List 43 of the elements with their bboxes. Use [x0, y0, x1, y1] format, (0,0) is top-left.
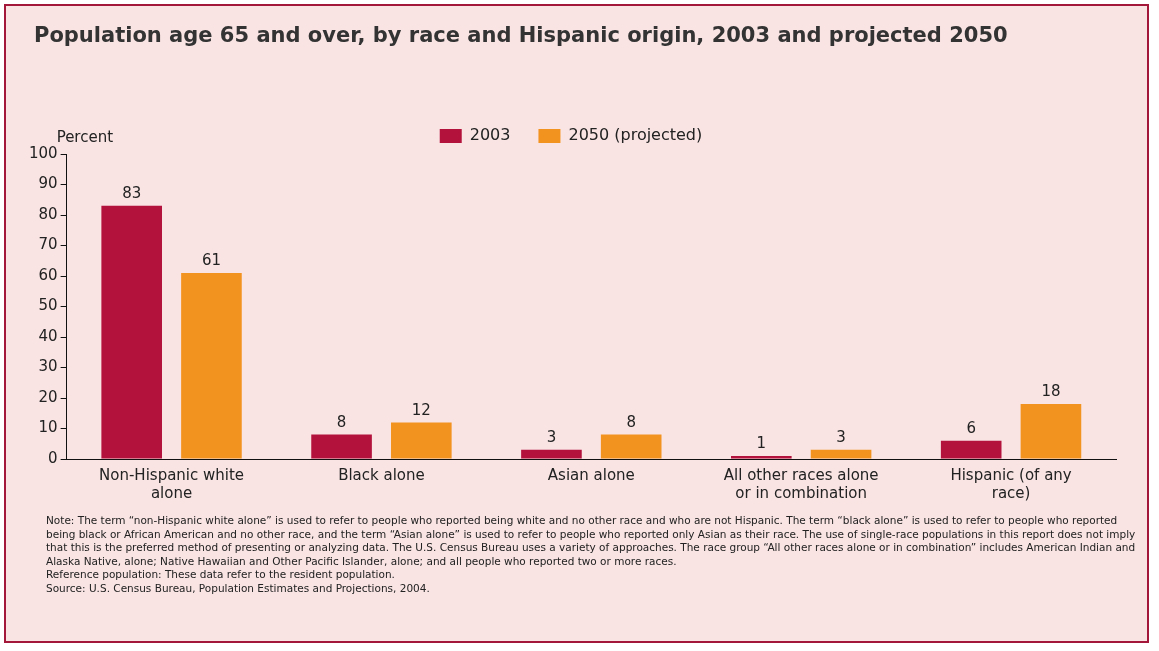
bar [311, 434, 372, 459]
y-tick-label: 100 [28, 143, 58, 162]
x-tick-label: Hispanic (of any race) [950, 465, 1072, 502]
bar [391, 422, 452, 459]
bar [181, 272, 242, 459]
bar [940, 440, 1002, 459]
data-label: 8 [626, 412, 636, 431]
source-note: Source: U.S. Census Bureau, Population Estimates and Projections, 2004. [46, 581, 431, 595]
y-axis-title: Percent [56, 128, 114, 147]
y-tick-label: 80 [38, 204, 58, 223]
bar [101, 205, 162, 459]
y-tick-label: 60 [38, 265, 58, 284]
legend-label: 2050 (projected) [568, 125, 703, 145]
text: Note: The term “non-Hispanic white alone” is used to refer to people who reported being white and no other race and who are not Hispanic. The term “black alone” is used to refer to people who reported being black or African American and no other race, and the term “Asian alone” is used to refer to people who reported only Asian as their race. The use of single-race populations in this report does not imply that this is the preferred method of presenting or analyzing data. The U.S. Census Bureau uses a variety of approaches. The race group “All other races alone or in combination” includes American Indian and Alaska Native, alone; Native Hawaiian and Other Pacific Islander, alone; and all people who reported two or more races. [46, 514, 1136, 568]
chart-title: Population age 65 and over, by race and Hispanic origin, 2003 and projected 2050 [34, 22, 1009, 48]
data-label: 3 [546, 428, 557, 447]
data-label: 61 [201, 251, 221, 270]
y-tick-label: 30 [38, 357, 58, 376]
y-tick-label: 10 [38, 418, 58, 437]
legend-label: 2003 [469, 125, 511, 145]
y-tick-label: 0 [48, 448, 58, 467]
text: Reference population: These data refer to the resident population. [46, 568, 396, 582]
data-label: 18 [1041, 382, 1061, 401]
x-tick-label: All other races alone or in combination [723, 465, 879, 502]
data-label: 8 [336, 412, 347, 431]
data-label: 1 [756, 434, 767, 453]
y-tick-label: 20 [38, 387, 58, 406]
data-label: 12 [411, 400, 431, 419]
data-label: 6 [966, 419, 976, 438]
y-tick-label: 70 [38, 235, 58, 254]
bar [810, 449, 872, 459]
y-tick-label: 90 [38, 174, 58, 193]
bar [731, 455, 792, 459]
bar [1020, 404, 1082, 459]
data-label: 3 [836, 428, 846, 447]
x-tick-label: Non-Hispanic white alone [99, 465, 245, 502]
y-tick-label: 40 [38, 326, 58, 345]
bar [600, 434, 662, 459]
x-tick-label: Asian alone [547, 465, 635, 484]
data-label: 83 [122, 184, 142, 203]
y-tick-label: 50 [38, 296, 58, 315]
x-tick-label: Black alone [338, 465, 425, 484]
bar [521, 449, 582, 459]
